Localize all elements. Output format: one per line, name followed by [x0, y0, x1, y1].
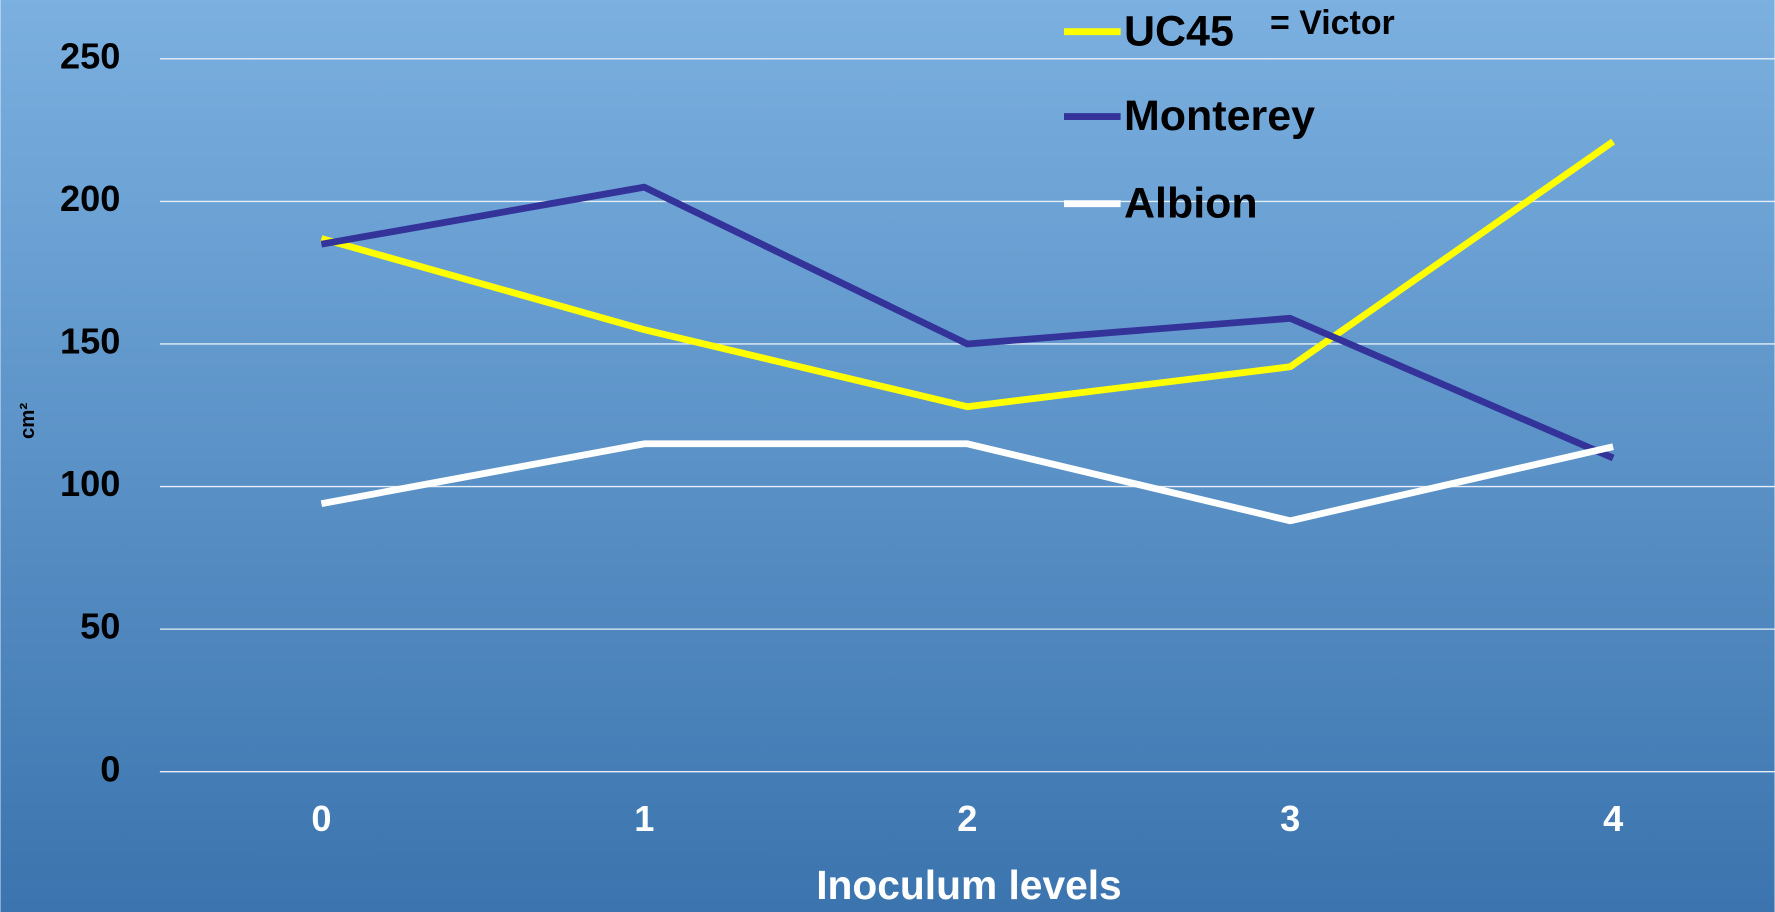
x-axis-label: Inoculum levels	[816, 862, 1122, 908]
line	[320, 440, 1614, 525]
legend-label: Monterey	[1124, 92, 1315, 140]
y-tick-label: 150	[60, 321, 120, 362]
line	[320, 138, 1616, 411]
annotation: = Victor	[1270, 4, 1395, 42]
y-tick-label: 50	[80, 606, 120, 647]
x-tick-label: 3	[1280, 798, 1300, 839]
x-tick-label: 1	[634, 798, 654, 839]
legend-label: UC45	[1124, 7, 1234, 55]
x-tick-label: 0	[311, 798, 331, 839]
y-axis-label: cm²	[17, 403, 39, 439]
line	[320, 183, 1615, 462]
y-tick-label: 200	[60, 178, 120, 219]
x-tick-label: 4	[1603, 798, 1623, 839]
y-tick-label: 0	[100, 748, 120, 789]
legend-label: Albion	[1124, 179, 1258, 227]
x-tick-label: 2	[957, 798, 977, 839]
y-tick-label: 250	[60, 35, 120, 76]
y-tick-label: 100	[60, 463, 120, 504]
